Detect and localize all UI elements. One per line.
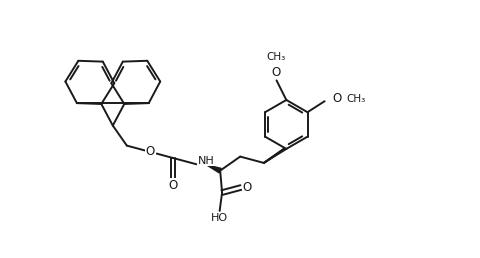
Text: CH₃: CH₃ [346,94,365,104]
Text: O: O [168,179,177,192]
Text: O: O [145,146,155,158]
Polygon shape [206,165,221,173]
Text: O: O [270,66,280,79]
Text: O: O [242,181,251,194]
Text: O: O [331,92,340,105]
Text: CH₃: CH₃ [265,52,285,62]
Text: HO: HO [211,213,228,223]
Text: NH: NH [198,156,214,166]
